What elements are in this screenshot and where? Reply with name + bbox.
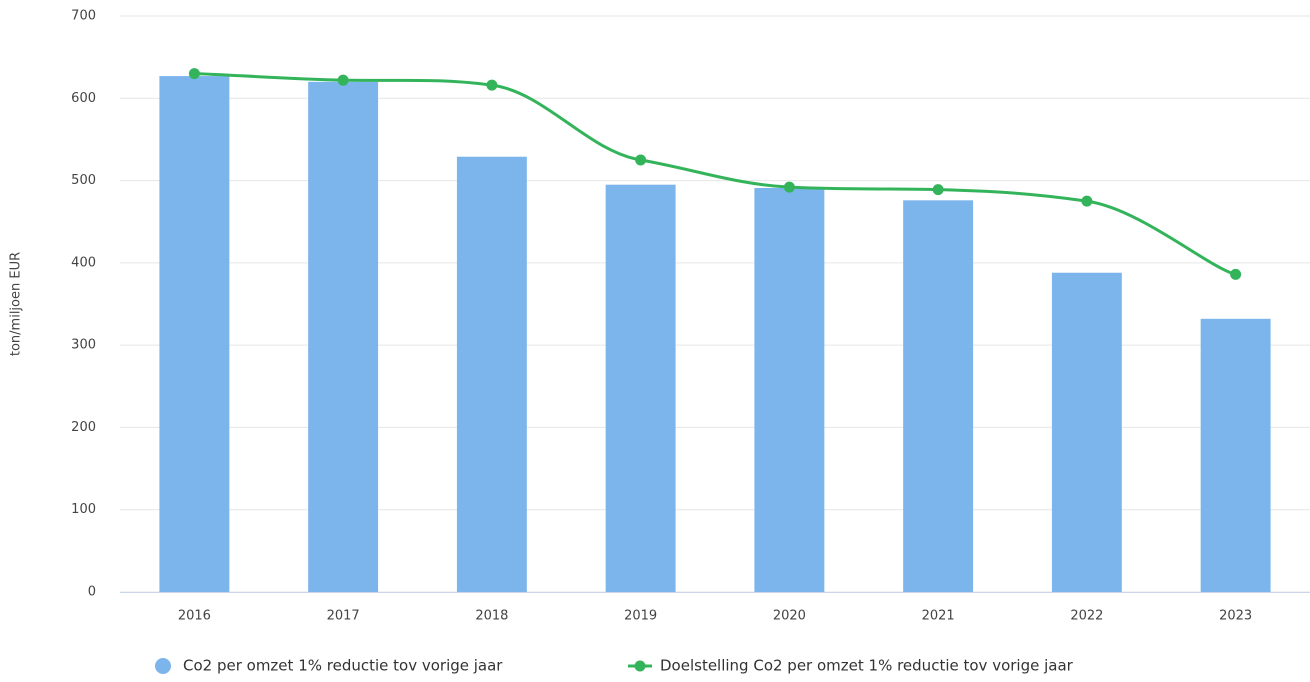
y-tick-label: 700 <box>71 9 96 24</box>
x-tick-label: 2018 <box>475 609 508 624</box>
legend-label: Co2 per omzet 1% reductie tov vorige jaa… <box>183 657 503 675</box>
y-tick-label: 600 <box>71 91 96 106</box>
y-tick-label: 400 <box>71 255 96 270</box>
x-tick-label: 2020 <box>773 609 806 624</box>
line-point <box>486 79 498 91</box>
x-tick-label: 2019 <box>624 609 657 624</box>
line-point <box>783 181 795 193</box>
y-tick-label: 0 <box>88 585 96 600</box>
bar <box>308 81 379 592</box>
legend-marker <box>155 658 171 674</box>
y-tick-label: 100 <box>71 502 96 517</box>
line-point <box>635 154 647 166</box>
bar <box>159 76 230 592</box>
line-point <box>1230 268 1242 280</box>
bar <box>605 184 676 592</box>
line-point <box>337 74 349 86</box>
x-tick-label: 2017 <box>327 609 360 624</box>
line-point <box>1081 195 1093 207</box>
y-tick-label: 200 <box>71 420 96 435</box>
x-tick-label: 2023 <box>1219 609 1252 624</box>
line-point <box>932 184 944 196</box>
bar <box>754 187 825 592</box>
legend-marker <box>634 660 646 672</box>
bar <box>456 156 527 593</box>
x-tick-label: 2021 <box>922 609 955 624</box>
line-point <box>188 68 200 80</box>
x-tick-label: 2016 <box>178 609 211 624</box>
y-axis-label: ton/miljoen EUR <box>9 252 24 356</box>
y-tick-label: 500 <box>71 173 96 188</box>
bar <box>1051 272 1122 592</box>
bar <box>1200 318 1271 592</box>
bar <box>903 200 974 592</box>
legend-label: Doelstelling Co2 per omzet 1% reductie t… <box>660 657 1074 675</box>
line <box>194 72 1237 276</box>
x-tick-label: 2022 <box>1070 609 1103 624</box>
y-tick-label: 300 <box>71 338 96 353</box>
